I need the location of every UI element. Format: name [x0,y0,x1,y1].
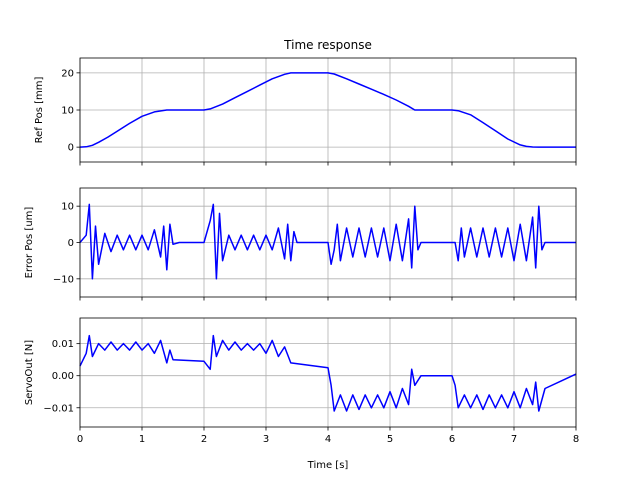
subplot-2: −10 0 10 Error Pos [um] [24,187,577,301]
y-axis-label: ServoOut [N] [24,340,35,405]
y-axis-label: Error Pos [um] [24,207,35,279]
x-tick-label: 6 [449,434,455,445]
y-tick-label: 10 [61,202,74,213]
subplot-1: 0 10 20 Ref Pos [mm] [34,57,577,166]
y-tick-label: 20 [61,68,74,79]
y-tick-label: 10 [61,106,74,117]
series-line-3 [79,334,577,412]
series-line-2 [79,203,576,280]
x-tick-label: 5 [387,434,393,445]
y-axis-label: Ref Pos [mm] [34,76,45,143]
x-axis-label: Time [s] [307,460,349,471]
subplot-3: 0 1 2 3 4 5 6 7 8 −0.01 0.00 0.01 ServoOut [N] [24,317,579,445]
x-tick-label: 4 [325,434,331,445]
x-tick-label: 7 [511,434,517,445]
x-tick-label: 3 [263,434,269,445]
x-tick-label: 1 [139,434,145,445]
y-tick-label: 0 [68,238,74,249]
axes-frame [79,317,577,428]
series-line-1 [79,72,576,148]
axes-frame [79,57,577,163]
y-tick-label: −10 [53,274,74,285]
y-tick-label: 0.00 [52,371,74,382]
y-tick-label: 0.01 [52,339,74,350]
subplot-panels: 0 10 20 Ref Pos [mm] −10 0 10 Error Pos [um] 0 1 2… [24,57,579,445]
x-tick-label: 0 [77,434,83,445]
x-tick-label: 8 [573,434,579,445]
x-tick-label: 2 [201,434,207,445]
axes-frame [79,187,577,298]
chart-title: Time response [283,38,372,52]
y-tick-label: 0 [68,143,74,154]
y-tick-label: −0.01 [43,403,74,414]
